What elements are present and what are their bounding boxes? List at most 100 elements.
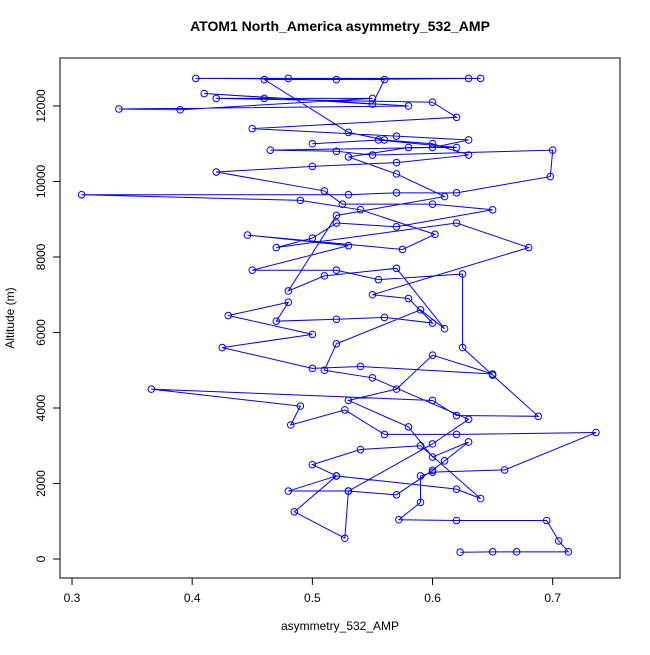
- x-tick-label: 0.5: [304, 591, 321, 605]
- data-point: [320, 366, 329, 375]
- data-point: [416, 441, 425, 450]
- data-point: [296, 196, 305, 205]
- y-tick-label: 12000: [34, 89, 48, 123]
- data-point: [272, 243, 281, 252]
- data-point: [332, 340, 341, 348]
- data-point: [416, 498, 425, 507]
- data-point: [488, 206, 497, 214]
- data-point: [592, 428, 600, 437]
- data-point: [524, 243, 533, 252]
- data-point: [464, 74, 473, 83]
- data-point: [380, 430, 389, 439]
- data-point: [332, 75, 341, 84]
- data-point: [395, 515, 403, 524]
- data-point: [392, 222, 401, 231]
- data-point: [356, 362, 365, 371]
- data-point: [488, 370, 497, 378]
- data-point: [356, 206, 365, 214]
- data-point: [392, 264, 401, 273]
- data-point: [404, 423, 413, 431]
- data-point: [266, 146, 275, 154]
- data-point: [392, 132, 401, 140]
- data-point: [332, 472, 341, 480]
- y-tick-label: 8000: [34, 243, 48, 270]
- data-point: [308, 139, 317, 148]
- data-point: [548, 146, 557, 154]
- data-point: [286, 421, 295, 429]
- data-point: [512, 548, 521, 556]
- data-point: [452, 189, 461, 197]
- data-point: [260, 94, 269, 103]
- data-point: [398, 245, 407, 254]
- data-point: [284, 487, 293, 495]
- data-point: [452, 219, 461, 227]
- data-point: [368, 151, 377, 159]
- data-point: [374, 275, 383, 284]
- data-point: [368, 373, 377, 382]
- data-point: [452, 143, 461, 152]
- data-point: [224, 311, 233, 320]
- data-point: [476, 494, 485, 503]
- data-point: [452, 411, 461, 420]
- data-point: [500, 466, 509, 474]
- x-axis-label: asymmetry_532_AMP: [281, 619, 399, 633]
- data-point: [332, 211, 341, 220]
- data-point: [458, 343, 467, 352]
- data-point: [428, 200, 437, 208]
- data-point: [464, 151, 473, 159]
- data-point: [534, 412, 543, 421]
- data-point: [191, 74, 200, 83]
- data-point: [260, 75, 269, 84]
- data-point: [404, 102, 413, 110]
- data-point: [243, 231, 252, 239]
- data-point: [248, 266, 257, 275]
- data-point: [464, 415, 473, 424]
- data-point: [380, 75, 389, 84]
- data-point: [452, 430, 461, 439]
- y-tick-label: 4000: [34, 394, 48, 421]
- data-point: [344, 241, 353, 250]
- data-point: [356, 445, 365, 454]
- data-point: [344, 128, 353, 137]
- data-point: [248, 124, 257, 133]
- x-tick-label: 0.7: [544, 591, 561, 605]
- data-point: [456, 548, 464, 557]
- chart-title: ATOM1 North_America asymmetry_532_AMP: [190, 18, 490, 34]
- data-point: [341, 534, 349, 543]
- data-point: [272, 317, 281, 325]
- data-point: [428, 139, 437, 148]
- data-point: [308, 364, 317, 373]
- data-point: [284, 298, 293, 307]
- data-point: [416, 306, 425, 314]
- data-point: [380, 136, 389, 144]
- x-tick-label: 0.4: [184, 591, 201, 605]
- data-point: [428, 440, 437, 448]
- data-point: [452, 113, 461, 122]
- y-tick-label: 0: [34, 555, 48, 562]
- data-point: [296, 402, 305, 410]
- data-point: [332, 315, 341, 324]
- data-point: [488, 548, 497, 556]
- data-point: [392, 158, 401, 167]
- x-tick-label: 0.3: [64, 591, 81, 605]
- data-point: [440, 192, 449, 201]
- data-point: [308, 234, 317, 242]
- data-point: [452, 485, 461, 493]
- data-point: [440, 457, 449, 465]
- data-point: [344, 153, 353, 161]
- data-point: [308, 330, 317, 339]
- data-point: [344, 487, 353, 495]
- data-point: [147, 385, 156, 393]
- data-point: [176, 105, 184, 114]
- data-point: [284, 287, 293, 295]
- data-point: [115, 105, 123, 113]
- data-point: [290, 508, 299, 516]
- plot-box: [59, 57, 621, 579]
- data-point: [392, 170, 401, 178]
- data-point: [428, 351, 437, 359]
- data-point: [404, 143, 413, 152]
- data-point: [284, 74, 293, 83]
- data-point: [428, 98, 437, 107]
- data-point: [218, 343, 227, 352]
